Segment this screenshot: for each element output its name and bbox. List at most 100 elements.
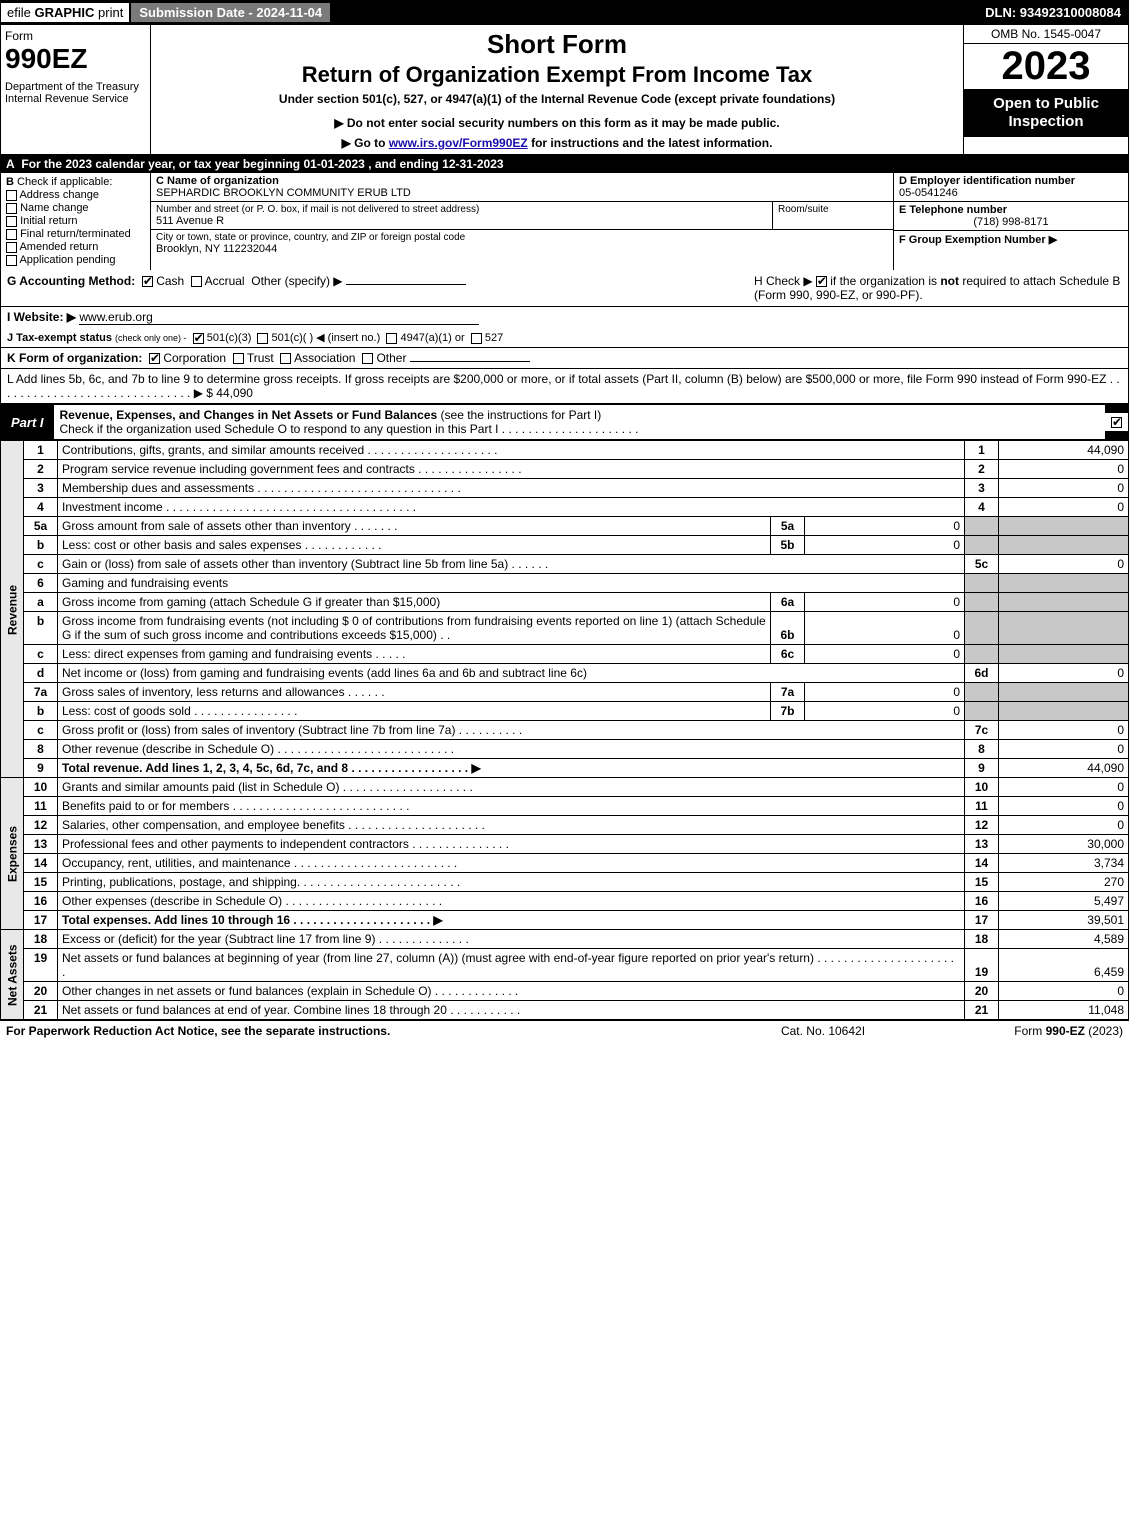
line-9: 9 Total revenue. Add lines 1, 2, 3, 4, 5… (1, 759, 1129, 778)
part-i-end-checkbox[interactable] (1105, 413, 1128, 431)
line-1: Revenue 1 Contributions, gifts, grants, … (1, 441, 1129, 460)
chk-final-return[interactable]: Final return/terminated (6, 228, 145, 240)
col-d: D Employer identification number 05-0541… (893, 173, 1128, 270)
chk-initial-return[interactable]: Initial return (6, 215, 145, 227)
rno: 14 (965, 854, 999, 873)
tax-year: 2023 (964, 44, 1128, 89)
sub-lno: 7b (771, 702, 805, 721)
lno: b (24, 702, 58, 721)
lno: 14 (24, 854, 58, 873)
footer-mid: Cat. No. 10642I (723, 1024, 923, 1038)
amt: 0 (999, 797, 1129, 816)
desc: Contributions, gifts, grants, and simila… (58, 441, 965, 460)
desc: Gaming and fundraising events (58, 574, 965, 593)
line-5a: 5a Gross amount from sale of assets othe… (1, 517, 1129, 536)
chk-application-pending[interactable]: Application pending (6, 254, 145, 266)
submission-date-badge: Submission Date - 2024-11-04 (130, 2, 331, 23)
d-tel-value: (718) 998-8171 (899, 216, 1123, 228)
footer-left: For Paperwork Reduction Act Notice, see … (6, 1024, 723, 1038)
desc: Professional fees and other payments to … (58, 835, 965, 854)
checkbox-icon (6, 229, 17, 240)
dln-label: DLN: 93492310008084 (977, 3, 1129, 22)
desc: Net assets or fund balances at end of ye… (58, 1001, 965, 1020)
amt: 0 (999, 982, 1129, 1001)
lno: b (24, 536, 58, 555)
desc: Membership dues and assessments . . . . … (58, 479, 965, 498)
checkbox-icon[interactable] (142, 276, 153, 287)
checkbox-icon[interactable] (471, 333, 482, 344)
line-6b: b Gross income from fundraising events (… (1, 612, 1129, 645)
rno: 4 (965, 498, 999, 517)
amt: 270 (999, 873, 1129, 892)
lno: 5a (24, 517, 58, 536)
line-21: 21 Net assets or fund balances at end of… (1, 1001, 1129, 1020)
sub-amt: 0 (805, 683, 965, 702)
amt: 3,734 (999, 854, 1129, 873)
rno: 15 (965, 873, 999, 892)
rno-shade (965, 645, 999, 664)
checkbox-icon[interactable] (233, 353, 244, 364)
checkbox-icon[interactable] (191, 276, 202, 287)
rno-shade (965, 517, 999, 536)
lno: 13 (24, 835, 58, 854)
sub-lno: 7a (771, 683, 805, 702)
rno: 17 (965, 911, 999, 930)
c-street-label: Number and street (or P. O. box, if mail… (156, 204, 767, 215)
below-bcd: G Accounting Method: Cash Accrual Other … (0, 270, 1129, 404)
j-o4: 527 (485, 332, 503, 344)
desc-bold: Total expenses. Add lines 10 through 16 … (62, 913, 443, 927)
sub-amt: 0 (805, 536, 965, 555)
header-mid: Short Form Return of Organization Exempt… (151, 25, 963, 154)
checkbox-icon[interactable] (149, 353, 160, 364)
chk-name-change[interactable]: Name change (6, 202, 145, 214)
header-right: OMB No. 1545-0047 2023 Open to Public In… (963, 25, 1128, 154)
chk-label: Initial return (20, 215, 77, 227)
lno: 6 (24, 574, 58, 593)
rno: 5c (965, 555, 999, 574)
desc: Benefits paid to or for members . . . . … (58, 797, 965, 816)
g-other: Other (specify) ▶ (251, 274, 342, 288)
amt: 0 (999, 740, 1129, 759)
desc: Program service revenue including govern… (58, 460, 965, 479)
desc: Total expenses. Add lines 10 through 16 … (58, 911, 965, 930)
k-other-input[interactable] (410, 361, 530, 362)
lno: 20 (24, 982, 58, 1001)
sub-amt: 0 (805, 593, 965, 612)
amt: 5,497 (999, 892, 1129, 911)
checkbox-icon[interactable] (816, 276, 827, 287)
amt: 0 (999, 460, 1129, 479)
l-text: L Add lines 5b, 6c, and 7b to line 9 to … (7, 372, 1120, 400)
efile-badge: efile GRAPHIC print (0, 2, 130, 23)
checkbox-icon[interactable] (257, 333, 268, 344)
chk-address-change[interactable]: Address change (6, 189, 145, 201)
line-7c: c Gross profit or (loss) from sales of i… (1, 721, 1129, 740)
c-room: Room/suite (773, 202, 893, 229)
checkbox-icon[interactable] (362, 353, 373, 364)
checkbox-icon[interactable] (280, 353, 291, 364)
g-other-input[interactable] (346, 284, 466, 285)
dept-label: Department of the Treasury Internal Reve… (5, 81, 146, 105)
line-7b: b Less: cost of goods sold . . . . . . .… (1, 702, 1129, 721)
short-form-title: Short Form (157, 29, 957, 60)
rno-shade (965, 574, 999, 593)
chk-amended-return[interactable]: Amended return (6, 241, 145, 253)
b-label: B (6, 176, 14, 188)
k-assoc: Association (294, 351, 355, 365)
header-left: Form 990EZ Department of the Treasury In… (1, 25, 151, 154)
checkbox-icon[interactable] (386, 333, 397, 344)
sub-amt: 0 (805, 645, 965, 664)
amt: 11,048 (999, 1001, 1129, 1020)
rno: 1 (965, 441, 999, 460)
checkbox-icon[interactable] (193, 333, 204, 344)
d-ein-label: D Employer identification number (899, 175, 1075, 187)
i-website-value[interactable]: www.erub.org (79, 310, 479, 325)
c-city-label: City or town, state or province, country… (156, 232, 888, 243)
desc: Less: direct expenses from gaming and fu… (58, 645, 771, 664)
lno: 10 (24, 778, 58, 797)
lno: c (24, 555, 58, 574)
desc: Gross amount from sale of assets other t… (58, 517, 771, 536)
goto-link[interactable]: www.irs.gov/Form990EZ (389, 136, 528, 150)
efile-bold: GRAPHIC (34, 5, 98, 20)
line-19: 19 Net assets or fund balances at beginn… (1, 949, 1129, 982)
form-number: 990EZ (5, 43, 146, 75)
